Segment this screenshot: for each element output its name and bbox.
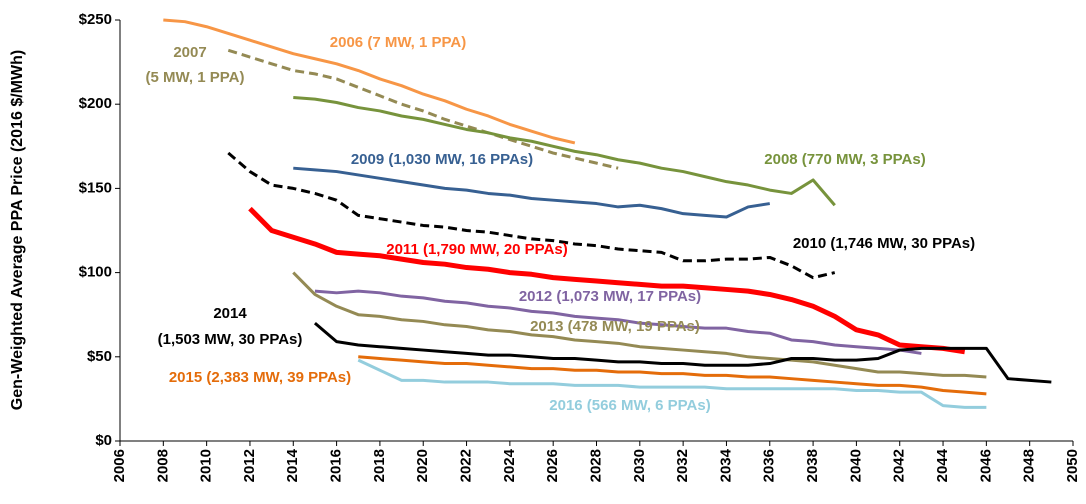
x-tick-label: 2028 bbox=[587, 449, 604, 482]
series-label: 2013 (478 MW, 19 PPAs) bbox=[530, 318, 700, 335]
x-tick-label: 2006 bbox=[111, 449, 128, 482]
series-line bbox=[293, 95, 836, 207]
series-line bbox=[292, 271, 987, 379]
series-label: (5 MW, 1 PPA) bbox=[146, 69, 245, 86]
x-tick-label: 2034 bbox=[717, 448, 734, 482]
y-tick-label: $250 bbox=[79, 11, 112, 28]
x-tick-label: 2014 bbox=[284, 448, 301, 482]
series-label: 2014 bbox=[213, 305, 247, 322]
x-tick-label: 2032 bbox=[674, 449, 691, 482]
x-tick-label: 2016 bbox=[328, 449, 345, 482]
series-line bbox=[357, 358, 987, 409]
series-label: 2012 (1,073 MW, 17 PPAs) bbox=[519, 288, 701, 305]
x-tick-label: 2042 bbox=[891, 449, 908, 482]
series-line bbox=[358, 355, 987, 396]
x-tick-label: 2026 bbox=[544, 449, 561, 482]
x-tick-label: 2018 bbox=[371, 449, 388, 482]
series-line bbox=[293, 166, 771, 219]
x-tick-label: 2046 bbox=[977, 449, 994, 482]
x-tick-label: 2044 bbox=[934, 448, 951, 482]
x-tick-label: 2020 bbox=[414, 449, 431, 482]
x-tick-label: 2010 bbox=[198, 449, 215, 482]
y-tick-label: $200 bbox=[79, 95, 112, 112]
x-tick-label: 2024 bbox=[501, 448, 518, 482]
series-label: (1,503 MW, 30 PPAs) bbox=[158, 331, 303, 348]
series-label: 2006 (7 MW, 1 PPA) bbox=[330, 34, 466, 51]
series-line bbox=[163, 18, 576, 145]
series-label: 2009 (1,030 MW, 16 PPAs) bbox=[351, 151, 533, 168]
y-tick-label: $150 bbox=[79, 179, 112, 196]
x-tick-label: 2050 bbox=[1064, 449, 1081, 482]
y-tick-label: $50 bbox=[87, 348, 112, 365]
series-line bbox=[313, 321, 1052, 384]
x-tick-label: 2048 bbox=[1021, 449, 1038, 482]
y-tick-label: $0 bbox=[95, 432, 112, 449]
y-axis-title: Gen-Weighted Average PPA Price (2016 $/M… bbox=[9, 50, 26, 410]
x-tick-label: 2008 bbox=[154, 449, 171, 482]
series-label: 2008 (770 MW, 3 PPAs) bbox=[764, 151, 925, 168]
series-line bbox=[248, 206, 966, 355]
series-line bbox=[227, 151, 836, 280]
x-tick-label: 2040 bbox=[847, 449, 864, 482]
series-label: 2015 (2,383 MW, 39 PPAs) bbox=[169, 369, 351, 386]
series-label: 2010 (1,746 MW, 30 PPAs) bbox=[793, 235, 975, 252]
x-tick-label: 2030 bbox=[631, 449, 648, 482]
series-label: 2011 (1,790 MW, 20 PPAs) bbox=[386, 241, 568, 258]
series-line bbox=[227, 48, 619, 170]
x-tick-label: 2038 bbox=[804, 449, 821, 482]
series-label: 2007 bbox=[173, 44, 206, 61]
x-tick-label: 2012 bbox=[241, 449, 258, 482]
x-tick-label: 2036 bbox=[761, 449, 778, 482]
series-line bbox=[314, 289, 922, 355]
x-tick-label: 2022 bbox=[458, 449, 475, 482]
y-tick-label: $100 bbox=[79, 264, 112, 281]
series-label: 2016 (566 MW, 6 PPAs) bbox=[549, 397, 710, 414]
